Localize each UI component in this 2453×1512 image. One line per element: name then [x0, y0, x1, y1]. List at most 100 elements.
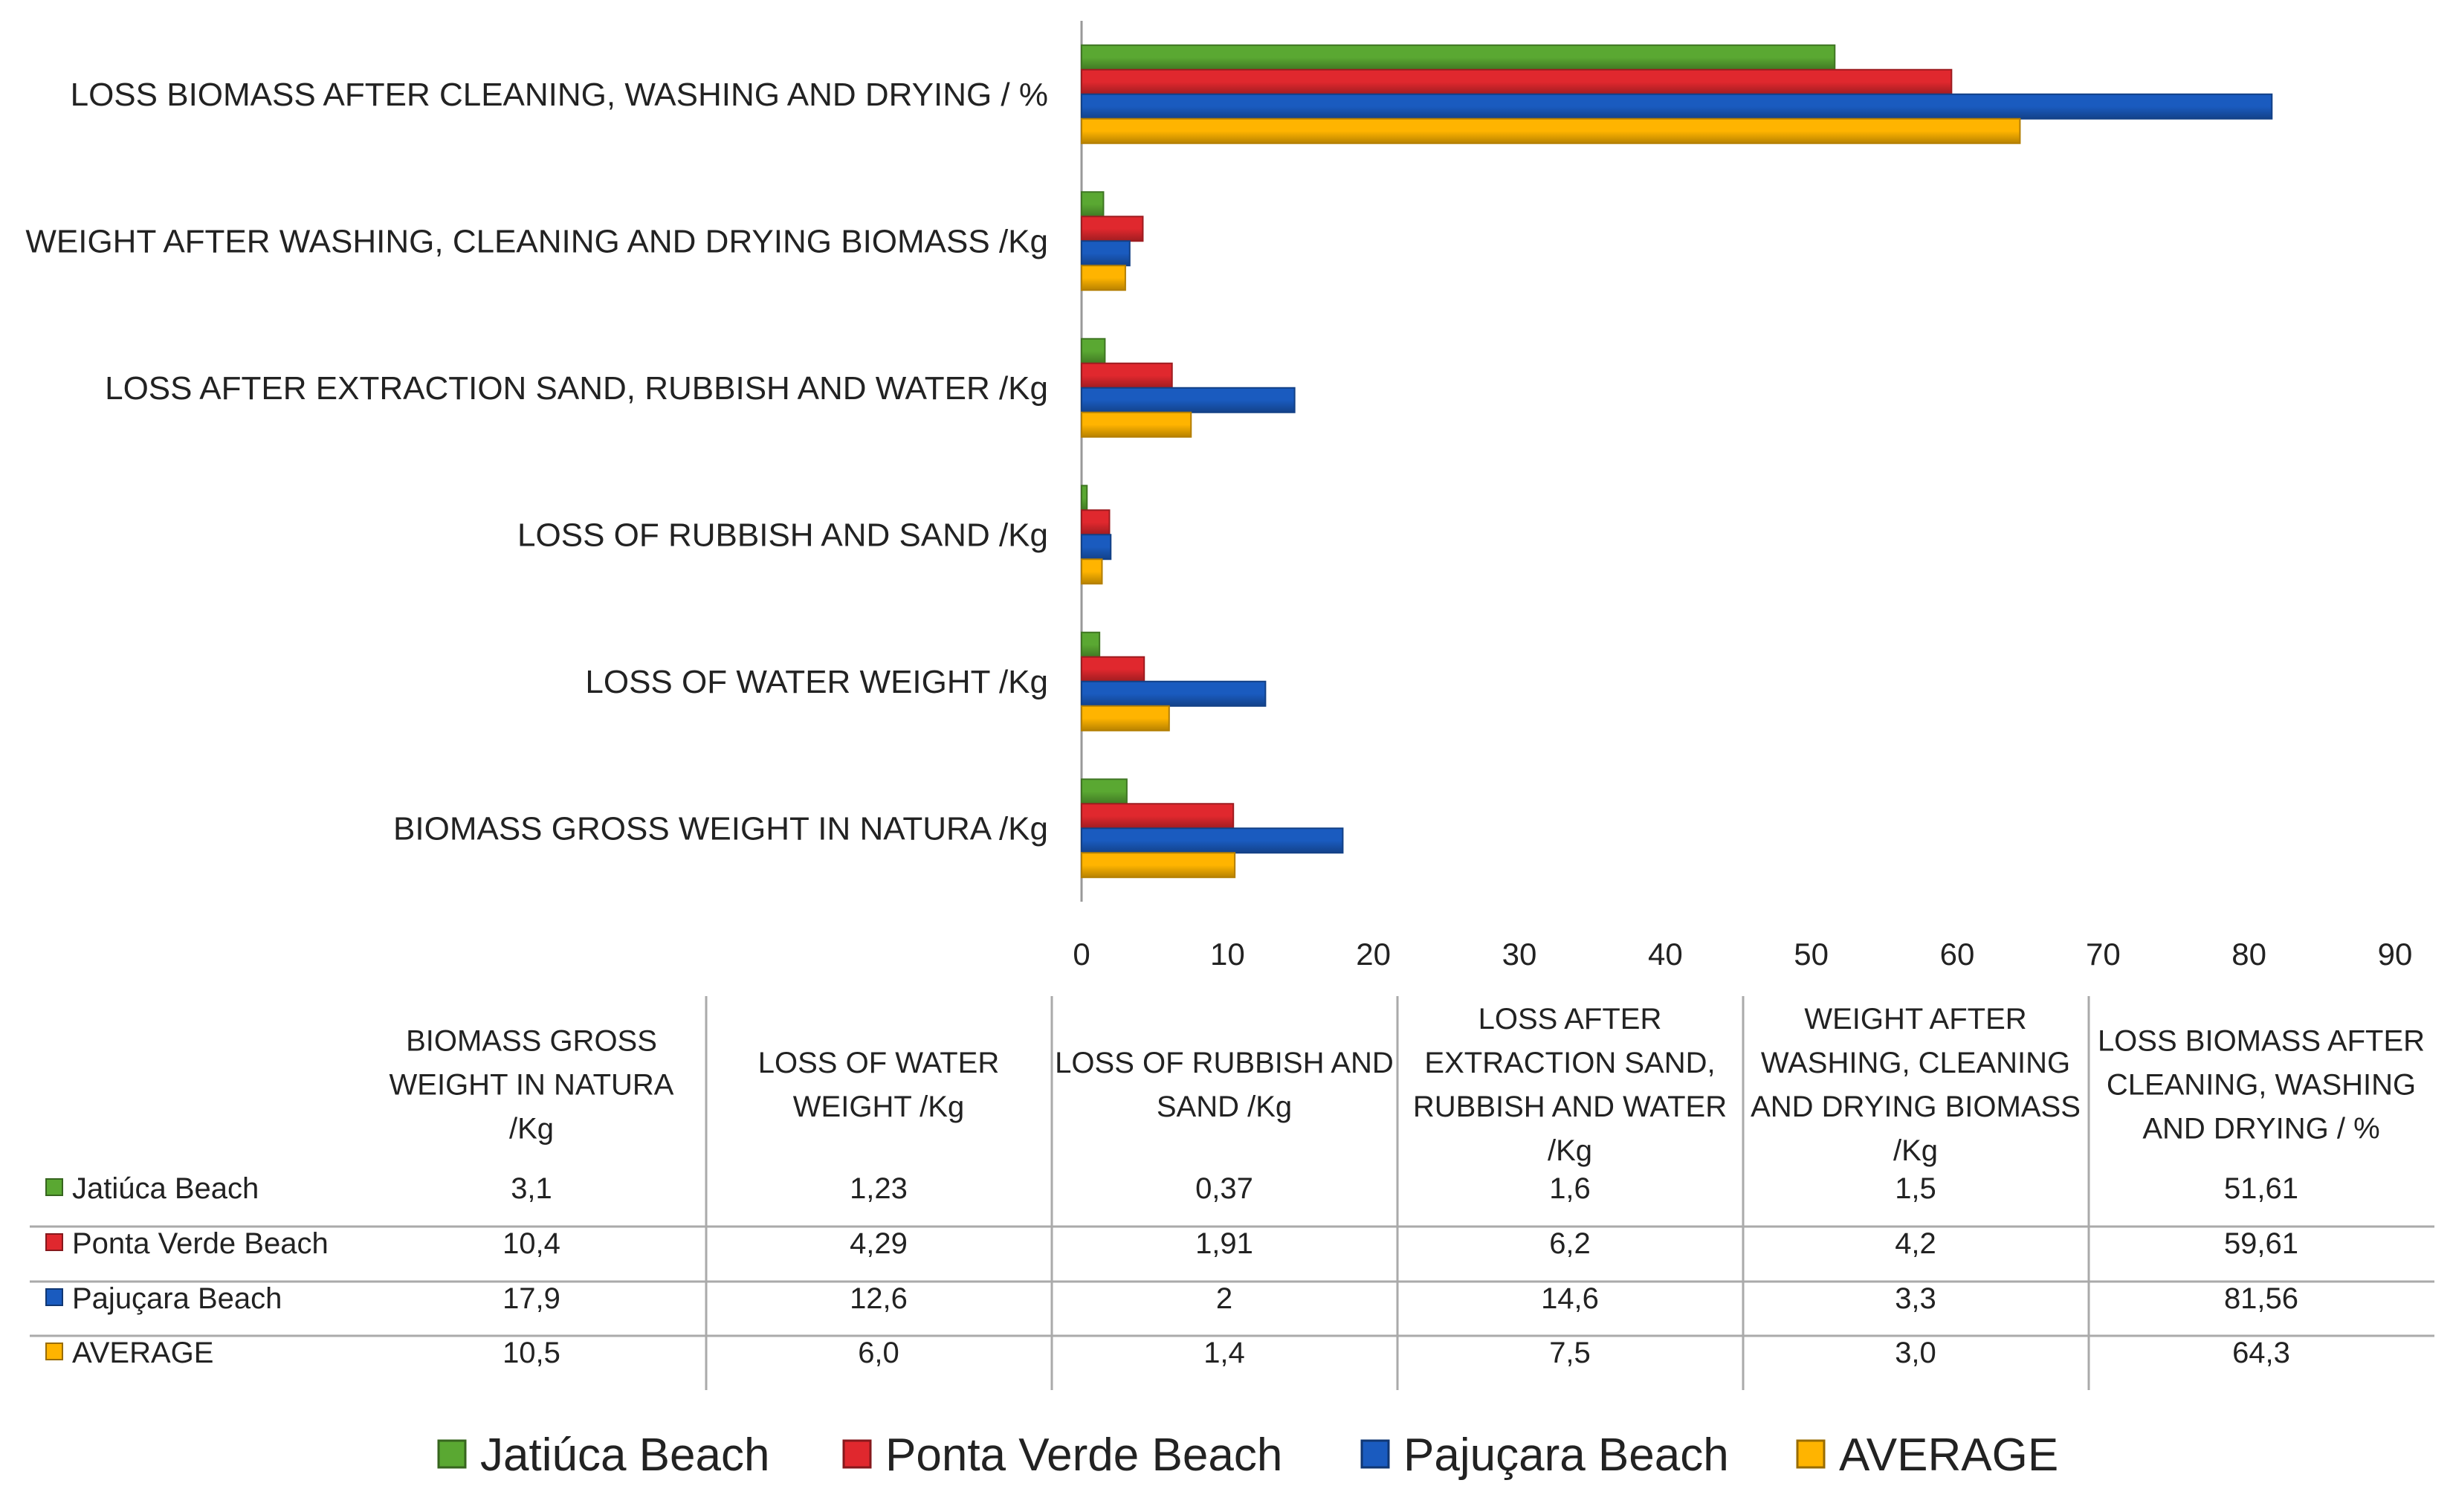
category-label: LOSS OF WATER WEIGHT /Kg [585, 664, 1048, 700]
bar [1081, 680, 1267, 707]
table-row-label: Jatiúca Beach [72, 1172, 259, 1205]
legend-swatch [437, 1439, 467, 1469]
table-header: LOSS AFTER [1478, 1003, 1662, 1036]
table-header: /Kg [509, 1113, 554, 1146]
table-legend-key [45, 1233, 63, 1251]
bar [1081, 656, 1145, 682]
bar [1081, 705, 1170, 731]
table-cell: 81,56 [2224, 1282, 2298, 1315]
table-header: WEIGHT /Kg [793, 1091, 964, 1123]
legend-label: Pajuçara Beach [1403, 1429, 1729, 1481]
x-tick-label: 40 [1648, 937, 1683, 972]
legend-label: AVERAGE [1839, 1429, 2058, 1481]
table-cell: 6,2 [1549, 1227, 1591, 1260]
table-header: AND DRYING BIOMASS [1751, 1091, 2081, 1123]
table-row-label: AVERAGE [72, 1337, 213, 1369]
x-tick-label: 50 [1794, 937, 1829, 972]
table-cell: 4,2 [1895, 1227, 1936, 1260]
x-tick-label: 30 [1502, 937, 1537, 972]
category-label: WEIGHT AFTER WASHING, CLEANING AND DRYIN… [25, 223, 1048, 259]
category-label: LOSS OF RUBBISH AND SAND /Kg [517, 517, 1048, 553]
legend-label: Ponta Verde Beach [885, 1429, 1282, 1481]
bar [1081, 337, 1106, 364]
table-cell: 10,5 [502, 1337, 560, 1369]
bar [1081, 44, 1836, 71]
legend-label: Jatiúca Beach [480, 1429, 769, 1481]
x-tick-label: 20 [1356, 937, 1391, 972]
table-header: SAND /Kg [1157, 1091, 1292, 1123]
table-cell: 0,37 [1195, 1172, 1253, 1205]
x-tick-label: 90 [2378, 937, 2413, 972]
table-header: LOSS OF WATER [758, 1047, 999, 1079]
table-header: LOSS OF RUBBISH AND [1055, 1047, 1394, 1079]
x-tick-label: 60 [1940, 937, 1975, 972]
table-row-label: Ponta Verde Beach [72, 1227, 329, 1260]
table-cell: 59,61 [2224, 1227, 2298, 1260]
x-tick-label: 80 [2231, 937, 2266, 972]
x-tick-label: 0 [1073, 937, 1090, 972]
bar [1081, 778, 1128, 805]
x-tick-label: 70 [2086, 937, 2121, 972]
table-header: /Kg [1548, 1134, 1592, 1167]
legend-swatch [1360, 1439, 1390, 1469]
legend-swatch [1796, 1439, 1826, 1469]
table-cell: 3,1 [511, 1172, 552, 1205]
legend-swatch [842, 1439, 872, 1469]
bar [1081, 93, 2273, 120]
bar [1081, 191, 1105, 218]
table-cell: 14,6 [1541, 1282, 1599, 1315]
table-cell: 7,5 [1549, 1337, 1591, 1369]
table-legend-key [45, 1343, 63, 1360]
table-header: RUBBISH AND WATER [1413, 1091, 1727, 1123]
table-cell: 4,29 [850, 1227, 908, 1260]
bar [1081, 265, 1126, 291]
table-cell: 1,91 [1195, 1227, 1253, 1260]
table-cell: 6,0 [858, 1337, 899, 1369]
table-cell: 64,3 [2232, 1337, 2290, 1369]
table-header: AND DRYING / % [2142, 1113, 2379, 1146]
table-cell: 1,6 [1549, 1172, 1591, 1205]
bar [1081, 509, 1111, 536]
table-legend-key [45, 1178, 63, 1196]
table-header: WEIGHT IN NATURA [390, 1069, 674, 1102]
table-cell: 10,4 [502, 1227, 560, 1260]
table-cell: 3,0 [1895, 1337, 1936, 1369]
table-header: /Kg [1893, 1134, 1938, 1167]
table-header: BIOMASS GROSS [406, 1025, 657, 1058]
table-header: WASHING, CLEANING [1761, 1047, 2070, 1079]
table-cell: 3,3 [1895, 1282, 1936, 1315]
table-header: WEIGHT AFTER [1804, 1003, 2026, 1036]
category-label: BIOMASS GROSS WEIGHT IN NATURA /Kg [393, 810, 1048, 847]
table-cell: 17,9 [502, 1282, 560, 1315]
bar [1081, 240, 1131, 267]
bar [1081, 631, 1101, 658]
category-label: LOSS AFTER EXTRACTION SAND, RUBBISH AND … [105, 370, 1048, 407]
bar [1081, 387, 1296, 413]
table-header: CLEANING, WASHING [2107, 1069, 2416, 1102]
bar [1081, 534, 1112, 560]
bar [1081, 362, 1173, 389]
table-row-label: Pajuçara Beach [72, 1282, 282, 1315]
table-cell: 1,5 [1895, 1172, 1936, 1205]
table-cell: 2 [1216, 1282, 1232, 1315]
x-tick-label: 10 [1210, 937, 1245, 972]
bar [1081, 117, 2021, 144]
category-label: LOSS BIOMASS AFTER CLEANING, WASHING AND… [71, 77, 1048, 113]
table-cell: 51,61 [2224, 1172, 2298, 1205]
bar [1081, 411, 1192, 438]
table-legend-key [45, 1288, 63, 1306]
bar [1081, 803, 1235, 830]
bar [1081, 852, 1236, 879]
table-header: EXTRACTION SAND, [1424, 1047, 1715, 1079]
bar [1081, 68, 1953, 95]
bar [1081, 485, 1088, 511]
table-cell: 1,4 [1203, 1337, 1245, 1369]
table-cell: 12,6 [850, 1282, 908, 1315]
bar [1081, 558, 1103, 585]
bar [1081, 827, 1344, 854]
table-cell: 1,23 [850, 1172, 908, 1205]
table-header: LOSS BIOMASS AFTER [2098, 1025, 2425, 1058]
bar [1081, 216, 1144, 242]
